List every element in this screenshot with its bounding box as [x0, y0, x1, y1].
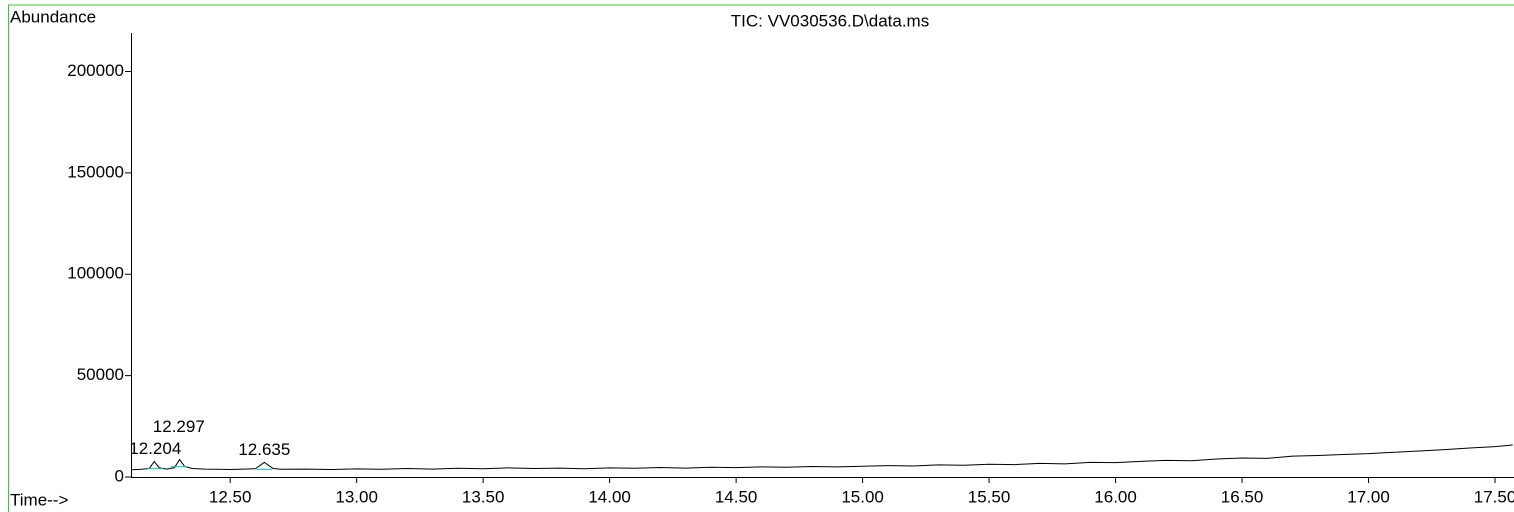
x-axis-label: Time-->	[10, 490, 68, 509]
chart-title: TIC: VV030536.D\data.ms	[731, 11, 929, 30]
x-tick-label: 14.50	[715, 487, 758, 506]
x-tick-label: 17.00	[1347, 487, 1390, 506]
x-tick-label: 14.00	[588, 487, 631, 506]
x-tick-label: 16.00	[1094, 487, 1137, 506]
peak-label: 12.635	[238, 440, 290, 459]
trace-line	[131, 444, 1513, 471]
y-tick-label: 0	[115, 466, 124, 485]
x-tick-label: 12.50	[209, 487, 252, 506]
y-axis-label: Abundance	[10, 7, 96, 26]
x-tick-label: 16.50	[1221, 487, 1264, 506]
y-tick-label: 50000	[77, 365, 124, 384]
y-tick-label: 100000	[67, 264, 124, 283]
x-tick-label: 13.50	[462, 487, 505, 506]
x-tick-label: 13.00	[335, 487, 378, 506]
x-tick-label: 15.00	[841, 487, 884, 506]
y-tick-label: 150000	[67, 162, 124, 181]
peak-label: 12.297	[153, 417, 205, 436]
plot-area: 12.204 12.297 12.635	[129, 417, 1513, 471]
x-tick-label: 17.50	[1474, 487, 1514, 506]
peak-label: 12.204	[129, 439, 181, 458]
x-tick-label: 15.50	[968, 487, 1011, 506]
y-tick-label: 200000	[67, 61, 124, 80]
